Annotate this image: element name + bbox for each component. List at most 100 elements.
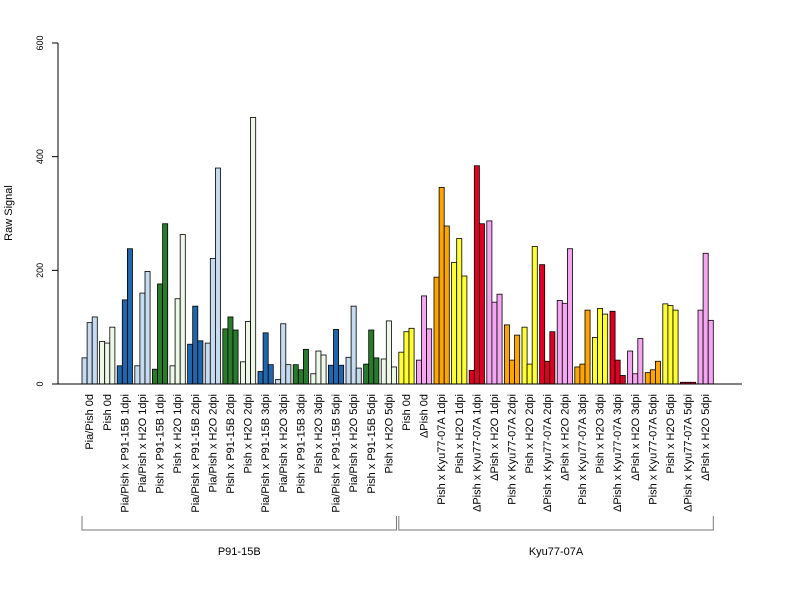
x-tick-label: Pia/Pish x H2O 1dpi xyxy=(137,394,149,492)
x-tick-label: Pish x H2O 1dpi xyxy=(454,394,466,473)
bar xyxy=(473,165,480,385)
x-tick-label: Pish 0d xyxy=(401,394,413,431)
x-tick-label: ΔPish x H2O 5dpi xyxy=(700,394,712,481)
y-tick-label: 0 xyxy=(35,381,45,386)
group-label: Kyu77-07A xyxy=(529,546,584,558)
x-tick-label: ΔPish x Kyu77-07A 2dpi xyxy=(542,394,554,512)
bar xyxy=(662,303,669,385)
bar xyxy=(204,342,211,385)
bar xyxy=(451,261,458,385)
bar xyxy=(597,308,603,385)
bar xyxy=(227,316,234,385)
bar xyxy=(327,364,334,385)
bar xyxy=(350,305,357,385)
bar xyxy=(222,328,229,385)
bar xyxy=(179,234,186,385)
y-tick-label: 600 xyxy=(35,35,45,50)
bar xyxy=(539,264,546,385)
x-tick-label: Pish x H2O 2dpi xyxy=(524,394,536,473)
x-tick-label: Pish x H2O 5dpi xyxy=(383,394,395,473)
x-tick-label: Pia/Pish x P91-15B 2dpi xyxy=(190,394,202,513)
bar xyxy=(579,363,586,385)
bar xyxy=(192,305,199,385)
bar xyxy=(292,364,299,385)
bar xyxy=(232,329,239,385)
bar xyxy=(592,336,598,385)
bar xyxy=(297,369,304,385)
bar xyxy=(320,354,327,385)
bar xyxy=(644,372,651,385)
bar xyxy=(697,309,704,385)
bar xyxy=(310,373,317,385)
x-tick-label: ΔPish 0d xyxy=(419,394,431,438)
bar xyxy=(333,329,339,385)
bar xyxy=(338,364,345,385)
bar xyxy=(380,358,387,385)
bar xyxy=(355,367,362,385)
bar xyxy=(257,371,264,385)
group-brackets: P91-15B Kyu77-07A xyxy=(81,516,714,558)
bar xyxy=(421,295,427,385)
bar xyxy=(514,334,521,385)
bar xyxy=(151,368,158,385)
bars-layer xyxy=(81,117,714,385)
x-tick-label: Pish x H2O 5dpi xyxy=(665,394,677,473)
x-tick-label: Pish x Kyu77-07A 1dpi xyxy=(436,394,448,505)
bar xyxy=(275,379,282,385)
bar xyxy=(302,348,309,385)
y-tick-label: 400 xyxy=(35,149,45,164)
bar xyxy=(526,363,533,385)
group-bracket xyxy=(81,516,397,531)
bar xyxy=(486,220,493,385)
x-tick-label: ΔPish x Kyu77-07A 1dpi xyxy=(471,394,483,512)
bar xyxy=(162,223,169,385)
x-tick-label: Pia/Pish x P91-15B 5dpi xyxy=(331,394,343,513)
x-tick-label: Pia/Pish x P91-15B 3dpi xyxy=(260,394,272,513)
bar xyxy=(408,327,415,385)
bar xyxy=(209,257,216,385)
bar xyxy=(373,357,380,385)
bar xyxy=(121,299,128,385)
bar xyxy=(403,331,410,385)
bar xyxy=(531,246,538,385)
x-tick-label: Pish x H2O 3dpi xyxy=(595,394,607,473)
bar xyxy=(363,363,370,385)
x-tick-label: Pish x H2O 3dpi xyxy=(313,394,325,473)
bar xyxy=(456,238,463,385)
bar xyxy=(655,360,661,385)
x-tick-label: Pia/Pish x H2O 5dpi xyxy=(348,394,360,492)
bar xyxy=(627,350,634,385)
bar xyxy=(134,365,141,385)
x-tick-label: ΔPish x H2O 1dpi xyxy=(489,394,501,481)
x-tick-label: ΔPish x Kyu77-07A 3dpi xyxy=(612,394,624,512)
x-tick-label: Pish x P91-15B 5dpi xyxy=(366,394,378,494)
x-tick-label: Pish x P91-15B 3dpi xyxy=(295,394,307,494)
bar xyxy=(139,292,146,385)
bar xyxy=(574,366,581,385)
bar xyxy=(267,364,274,385)
bar xyxy=(245,321,251,385)
group-bracket xyxy=(398,516,714,531)
group-label: P91-15B xyxy=(218,546,261,558)
bar xyxy=(556,300,563,385)
bar xyxy=(567,248,573,385)
bar xyxy=(614,359,621,385)
bar xyxy=(521,326,528,385)
bar xyxy=(144,271,151,385)
x-tick-label: Pish 0d xyxy=(102,394,114,431)
bar xyxy=(672,309,679,385)
bar xyxy=(385,320,392,385)
bar xyxy=(632,373,639,385)
bar xyxy=(415,359,422,385)
bar xyxy=(127,248,133,385)
bar xyxy=(496,293,503,385)
bar xyxy=(609,310,616,385)
bar xyxy=(169,365,176,385)
bar xyxy=(345,356,352,385)
bar xyxy=(285,364,292,385)
bar xyxy=(619,375,626,385)
bar xyxy=(561,302,568,385)
bar xyxy=(81,357,88,385)
x-tick-label: Pia/Pish x H2O 2dpi xyxy=(207,394,219,492)
